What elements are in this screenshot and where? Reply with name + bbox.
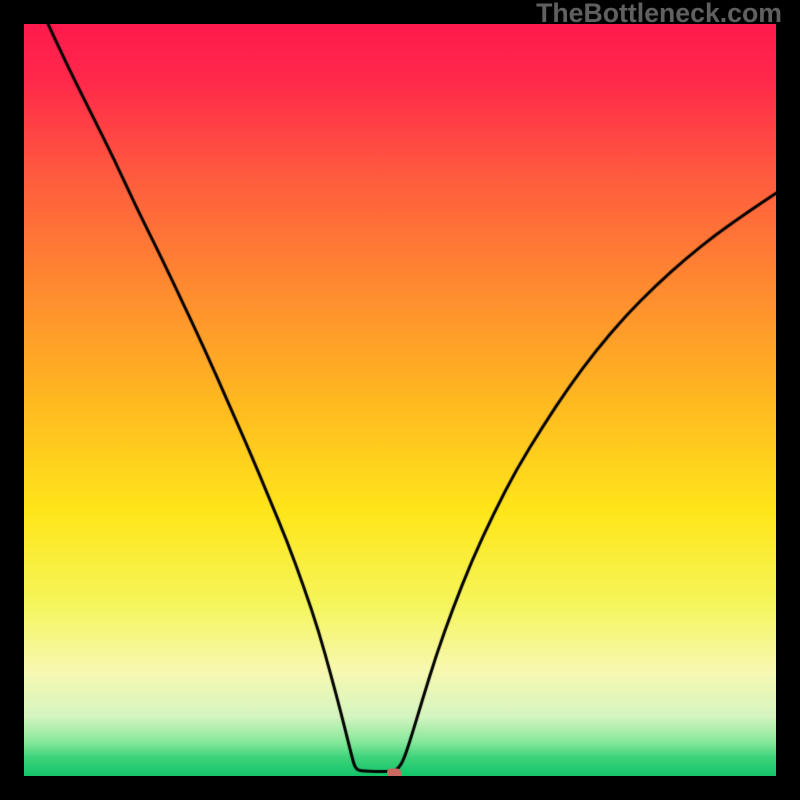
optimum-marker	[387, 769, 401, 776]
bottleneck-curve	[24, 24, 776, 776]
bottleneck-plot	[24, 24, 776, 776]
